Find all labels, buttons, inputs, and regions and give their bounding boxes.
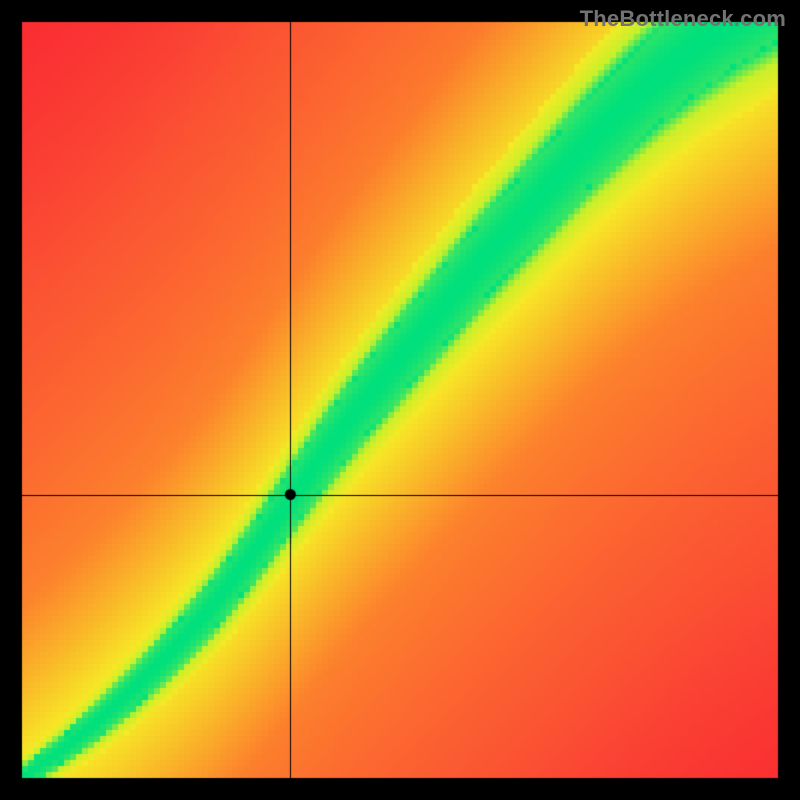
watermark-text: TheBottleneck.com: [580, 6, 786, 32]
bottleneck-heatmap: [0, 0, 800, 800]
